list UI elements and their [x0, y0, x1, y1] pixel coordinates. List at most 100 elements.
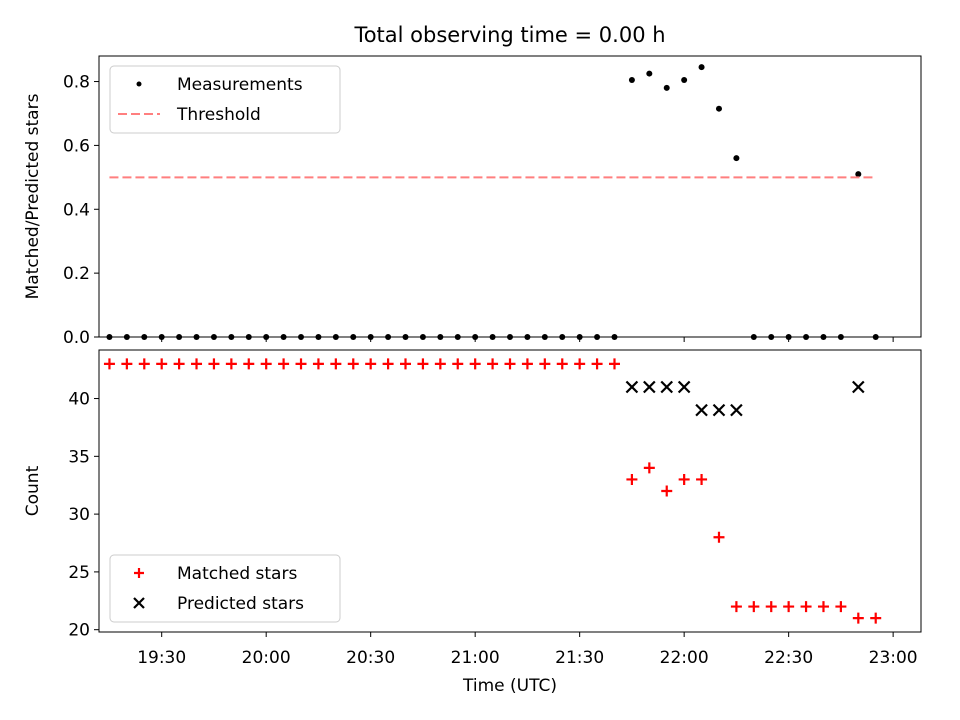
measurement-point — [855, 171, 862, 178]
measurement-point — [750, 334, 757, 340]
measurement-point — [681, 76, 688, 83]
measurement-point — [768, 334, 775, 340]
matched-stars-point — [243, 358, 255, 370]
matched-stars-point — [434, 358, 446, 370]
y-tick-label: 25 — [68, 563, 90, 583]
measurement-point — [106, 334, 113, 340]
measurement-point — [803, 334, 810, 340]
measurement-point — [385, 334, 392, 340]
measurement-point — [698, 64, 705, 71]
predicted-stars-point — [660, 380, 674, 394]
matched-stars-point — [330, 358, 342, 370]
matched-stars-point — [191, 358, 203, 370]
predicted-stars-point — [712, 403, 726, 417]
matched-stars-point — [574, 358, 586, 370]
y-axis-label: Count — [23, 465, 43, 516]
matched-stars-point — [626, 473, 638, 485]
matched-stars-point — [225, 358, 237, 370]
measurement-point — [541, 334, 548, 340]
matched-stars-point — [783, 601, 795, 613]
measurement-point — [559, 334, 566, 340]
matched-stars-point — [469, 358, 481, 370]
matched-stars-point — [800, 601, 812, 613]
measurement-point — [820, 334, 827, 340]
matched-stars-point — [312, 358, 324, 370]
matched-stars-point — [835, 601, 847, 613]
matched-stars-point — [730, 601, 742, 613]
predicted-stars-point — [695, 403, 708, 417]
x-tick-label: 20:30 — [346, 648, 395, 668]
y-tick-label: 0.0 — [63, 328, 90, 348]
matched-stars-point — [365, 358, 377, 370]
matched-stars-point — [347, 358, 359, 370]
x-axis-label: Time (UTC) — [462, 676, 557, 696]
matched-stars-point — [521, 358, 533, 370]
count-panel: 20 25 30 35 40 19:30 20:00 20:30 21:00 21:30 22:00… — [23, 349, 922, 668]
x-tick-label: 23:00 — [869, 648, 918, 668]
y-tick-label: 0.6 — [63, 136, 90, 156]
ratio-panel: 0.0 0.2 0.4 0.6 0.8 Matched/Predicted stars Me… — [23, 55, 922, 348]
legend-label: Threshold — [176, 105, 261, 125]
x-tick-label: 19:30 — [137, 648, 186, 668]
x-tick-label: 21:30 — [555, 648, 604, 668]
measurement-point — [419, 334, 426, 340]
measurement-point — [646, 70, 653, 77]
measurement-point — [367, 334, 374, 340]
matched-stars-point — [504, 358, 516, 370]
x-tick-label: 22:00 — [660, 648, 709, 668]
measurement-point — [315, 334, 322, 340]
matched-stars-point — [295, 358, 307, 370]
plot-frame — [98, 349, 922, 633]
matched-stars-point — [278, 358, 290, 370]
measurement-point — [454, 334, 461, 340]
measurement-point — [193, 334, 200, 340]
matched-stars-point — [382, 358, 394, 370]
measurement-point — [507, 334, 513, 340]
predicted-stars-point — [643, 380, 656, 394]
y-tick-label: 20 — [68, 621, 90, 641]
matched-stars-point — [539, 358, 551, 370]
matched-stars-point — [452, 358, 464, 370]
legend-matched-swatch — [134, 568, 144, 578]
legend-label: Predicted stars — [177, 594, 304, 614]
measurement-point — [872, 334, 879, 340]
legend-box — [109, 65, 341, 134]
predicted-stars-point — [625, 380, 639, 394]
matched-stars-point — [852, 612, 864, 624]
legend-predicted-swatch — [133, 597, 145, 609]
matched-stars-point — [748, 601, 760, 613]
measurement-point — [611, 334, 618, 340]
measurement-point — [350, 334, 357, 340]
measurement-point — [228, 334, 235, 340]
measurement-point — [663, 84, 670, 91]
predicted-stars-point — [852, 380, 865, 394]
matched-stars-point — [765, 601, 777, 613]
matched-stars-point — [103, 358, 115, 370]
x-tick-label: 20:00 — [242, 648, 291, 668]
measurement-point — [594, 334, 601, 340]
measurement-point — [176, 334, 183, 340]
x-tick-label: 21:00 — [451, 648, 500, 668]
matched-stars-point — [608, 358, 620, 370]
matched-stars-point — [713, 531, 725, 543]
measurement-point — [628, 76, 635, 83]
measurement-point — [489, 334, 496, 340]
matched-stars-point — [817, 601, 829, 613]
matched-stars-point — [260, 358, 272, 370]
measurement-point — [123, 334, 130, 340]
matched-stars-point — [121, 358, 133, 370]
matched-stars-point — [417, 358, 429, 370]
matched-stars-point — [156, 358, 168, 370]
predicted-stars-point — [677, 380, 691, 394]
measurement-point — [524, 334, 531, 340]
measurement-point — [402, 334, 409, 340]
matched-stars-point — [173, 358, 185, 370]
measurement-point — [837, 334, 844, 340]
measurement-point — [245, 334, 252, 340]
matched-stars-point — [870, 612, 882, 624]
measurement-point — [576, 334, 583, 340]
matched-stars-point — [643, 462, 655, 474]
measurement-point — [210, 334, 217, 340]
measurement-point — [263, 334, 270, 340]
legend-label: Matched stars — [177, 564, 297, 584]
